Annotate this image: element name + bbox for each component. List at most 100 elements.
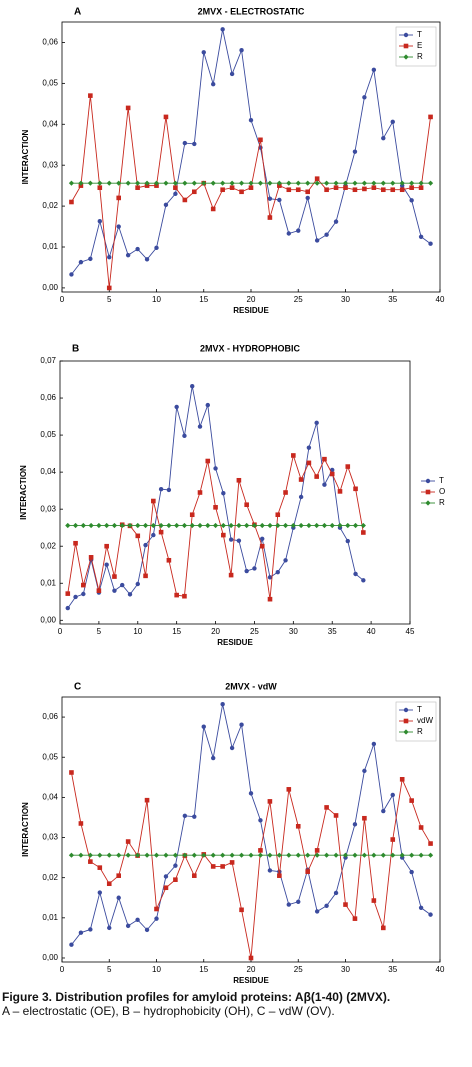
x-tick-label: 0 [60,965,65,974]
marker-circle [190,383,195,389]
marker-diamond [111,522,118,529]
x-tick-label: 0 [60,295,65,304]
marker-circle [213,466,218,471]
marker-diamond [418,180,424,186]
x-tick-label: 40 [436,295,445,304]
marker-circle [228,537,234,542]
y-tick-label: 0,03 [42,833,58,842]
marker-diamond [361,180,367,186]
x-tick-label: 10 [152,295,161,304]
marker-diamond [125,852,131,858]
x-tick-label: 5 [107,295,112,304]
marker-circle [69,942,74,947]
marker-square [343,902,348,907]
marker-square [182,593,187,599]
marker-square [267,215,273,220]
marker-square [399,777,405,782]
marker-diamond [135,522,141,529]
marker-circle [104,562,109,567]
marker-square [418,185,424,190]
marker-square [69,770,74,775]
marker-diamond [427,180,434,186]
marker-square [333,813,339,818]
marker-diamond [135,180,141,186]
marker-diamond [371,852,377,858]
marker-circle [182,433,187,439]
marker-circle [174,404,179,410]
caption: Figure 3. Distribution profiles for amyl… [2,990,468,1018]
marker-diamond [182,852,188,858]
marker-circle [428,241,433,246]
marker-diamond [142,522,149,529]
marker-circle [211,81,216,87]
marker-square [343,185,348,190]
y-tick-label: 0,06 [42,712,58,721]
marker-circle [428,912,433,917]
marker-circle [192,814,197,819]
series-line [67,386,364,609]
marker-diamond [329,522,335,529]
y-tick-label: 0,00 [40,615,56,624]
y-tick-label: 0,04 [42,792,58,801]
marker-square [220,864,225,869]
x-tick-label: 0 [58,627,63,636]
marker-square [244,502,249,508]
marker-diamond [220,852,226,858]
marker-square [236,477,242,483]
marker-square [390,187,396,193]
caption-title: Figure 3. Distribution profiles for amyl… [2,990,391,1004]
y-axis-label: INTERACTION [21,802,30,857]
marker-square [143,573,148,579]
marker-diamond [220,180,226,186]
marker-diamond [135,852,141,858]
marker-square [205,458,211,464]
marker-circle [362,95,367,100]
marker-square [324,805,329,810]
marker-circle [107,255,112,260]
marker-circle [381,808,386,814]
marker-square [267,799,273,804]
marker-square [362,186,367,192]
marker-diamond [345,522,351,529]
marker-circle [116,895,121,900]
marker-diamond [352,852,358,858]
marker-square [258,848,263,853]
marker-square [189,512,195,518]
marker-square [295,823,301,829]
marker-square [277,873,282,878]
marker-square [352,916,358,921]
marker-diamond [390,852,396,858]
marker-square [305,869,310,874]
marker-circle [144,257,150,262]
marker-diamond [286,180,292,186]
marker-diamond [276,180,282,186]
marker-diamond [205,522,211,529]
marker-square [166,557,172,563]
marker-diamond [352,522,359,529]
marker-circle [158,486,164,492]
marker-diamond [238,852,245,858]
marker-square [329,471,335,477]
x-tick-label: 40 [436,965,445,974]
marker-circle [314,238,320,243]
marker-circle [371,67,377,73]
marker-circle [192,141,197,147]
marker-circle [275,569,280,575]
x-tick-label: 40 [367,627,376,636]
marker-diamond [409,852,415,858]
x-tick-label: 35 [388,965,397,974]
marker-square [88,93,93,98]
marker-diamond [295,180,301,186]
marker-square [221,532,226,538]
marker-circle [135,581,140,587]
chart-title: 2MVX - ELECTROSTATIC [198,6,305,16]
marker-square [116,195,121,201]
x-tick-label: 10 [152,965,161,974]
marker-diamond [96,522,102,529]
marker-circle [221,491,226,496]
marker-diamond [390,180,396,186]
marker-square [163,114,169,120]
marker-diamond [380,180,386,186]
marker-circle [314,909,320,914]
panel-label: A [74,7,81,18]
